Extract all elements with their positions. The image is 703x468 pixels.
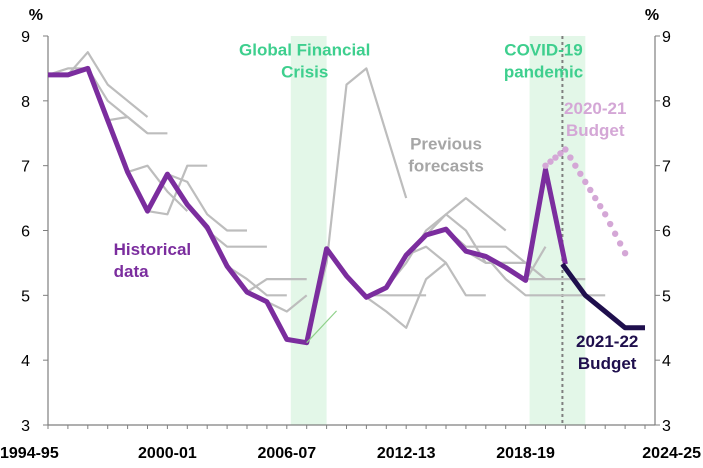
annotation-5: 2021-22 Budget xyxy=(576,332,638,373)
y-tick-label-right: 9 xyxy=(662,29,671,46)
y-tick-label-left: 6 xyxy=(21,224,30,241)
budget-2020-21-point xyxy=(611,230,619,237)
y-tick-label-right: 8 xyxy=(662,94,671,111)
annotation-line: Historical xyxy=(114,240,191,259)
annotations: Global Financial Crisis COVID-19 pandemic Pr… xyxy=(114,40,639,373)
series xyxy=(47,51,645,346)
y-tick-label-left: 8 xyxy=(21,94,30,111)
stray-mark xyxy=(306,310,337,344)
budget-2020-21-point xyxy=(602,211,609,218)
previous-forecast-line xyxy=(166,173,247,232)
annotation-line: data xyxy=(114,262,150,281)
budget-2020-21-point xyxy=(577,170,584,177)
annotation-line: Budget xyxy=(578,354,637,373)
x-tick-label: 2024-25 xyxy=(642,445,701,462)
y-tick-label-left: 7 xyxy=(21,159,30,176)
previous-forecast-line xyxy=(405,245,486,297)
historical-data-line xyxy=(48,65,568,346)
budget-2020-21-point xyxy=(547,158,554,165)
previous-forecast-line xyxy=(365,262,447,329)
budget-2021-22-line xyxy=(560,262,645,331)
x-tick-label: 2018-19 xyxy=(496,445,555,462)
budget-2020-21-point xyxy=(597,202,604,210)
previous-forecast-line xyxy=(425,197,507,236)
x-tick-label: 2012-13 xyxy=(377,445,436,462)
y-tick-label-right: 3 xyxy=(662,418,671,435)
budget-2020-21-point xyxy=(582,178,589,186)
y-tick-label-right: 7 xyxy=(662,159,671,176)
previous-forecast-line xyxy=(246,278,307,294)
right-unit-label: % xyxy=(645,7,659,24)
shaded-period-0 xyxy=(290,36,327,425)
annotation-2: Previous forecasts xyxy=(408,134,484,175)
annotation-line: forecasts xyxy=(408,156,484,175)
annotation-line: Budget xyxy=(566,121,625,140)
left-unit-label: % xyxy=(29,7,43,24)
annotation-line: 2020-21 xyxy=(564,99,626,118)
x-tick-label: 2006-07 xyxy=(257,445,316,462)
budget-2020-21-point xyxy=(557,150,564,157)
annotation-1: COVID-19 pandemic xyxy=(504,40,583,81)
y-tick-label-left: 3 xyxy=(21,418,30,435)
budget-2020-21-point xyxy=(542,162,549,169)
y-tick-label-right: 6 xyxy=(662,224,671,241)
previous-forecast-line xyxy=(226,265,287,297)
annotation-line: Previous xyxy=(410,134,482,153)
previous-forecast-line xyxy=(107,115,149,135)
y-tick-label-left: 9 xyxy=(21,29,30,46)
annotation-line: pandemic xyxy=(504,62,583,81)
annotation-4: Historical data xyxy=(114,240,191,281)
budget-2020-21-point xyxy=(592,194,599,202)
annotation-line: Crisis xyxy=(281,62,328,81)
budget-2020-21-point xyxy=(606,220,614,228)
axis-ticks: 3 3 4 4 5 5 6 6 7 7 8 8 9 9 1994-95 2000-01 2006-07 2012-… xyxy=(0,29,701,462)
annotation-line: 2021-22 xyxy=(576,332,638,351)
budget-2020-21-point xyxy=(616,240,624,247)
previous-forecast-line xyxy=(127,164,189,212)
budget-2020-21-point xyxy=(562,146,569,153)
previous-forecast-line xyxy=(266,294,308,313)
budget-2020-21-point xyxy=(572,162,579,169)
previous-forecast-line xyxy=(186,203,267,248)
annotation-line: Global Financial xyxy=(239,40,370,59)
annotation-line: COVID-19 xyxy=(504,40,582,59)
y-tick-label-right: 5 xyxy=(662,288,671,305)
previous-forecast-line xyxy=(67,51,149,118)
budget-2020-21-point xyxy=(552,154,559,161)
annotation-0: Global Financial Crisis xyxy=(239,40,370,81)
budget-2020-21-point xyxy=(567,154,574,161)
y-tick-label-left: 5 xyxy=(21,288,30,305)
y-tick-label-left: 4 xyxy=(21,353,30,370)
budget-2020-21-point xyxy=(587,186,594,194)
x-tick-label: 2000-01 xyxy=(138,445,197,462)
previous-forecast-line xyxy=(385,213,487,289)
y-tick-label-right: 4 xyxy=(662,353,671,370)
budget-2020-21-point xyxy=(621,249,629,257)
annotation-3: 2020-21 Budget xyxy=(564,99,626,140)
x-tick-label: 1994-95 xyxy=(0,445,59,462)
